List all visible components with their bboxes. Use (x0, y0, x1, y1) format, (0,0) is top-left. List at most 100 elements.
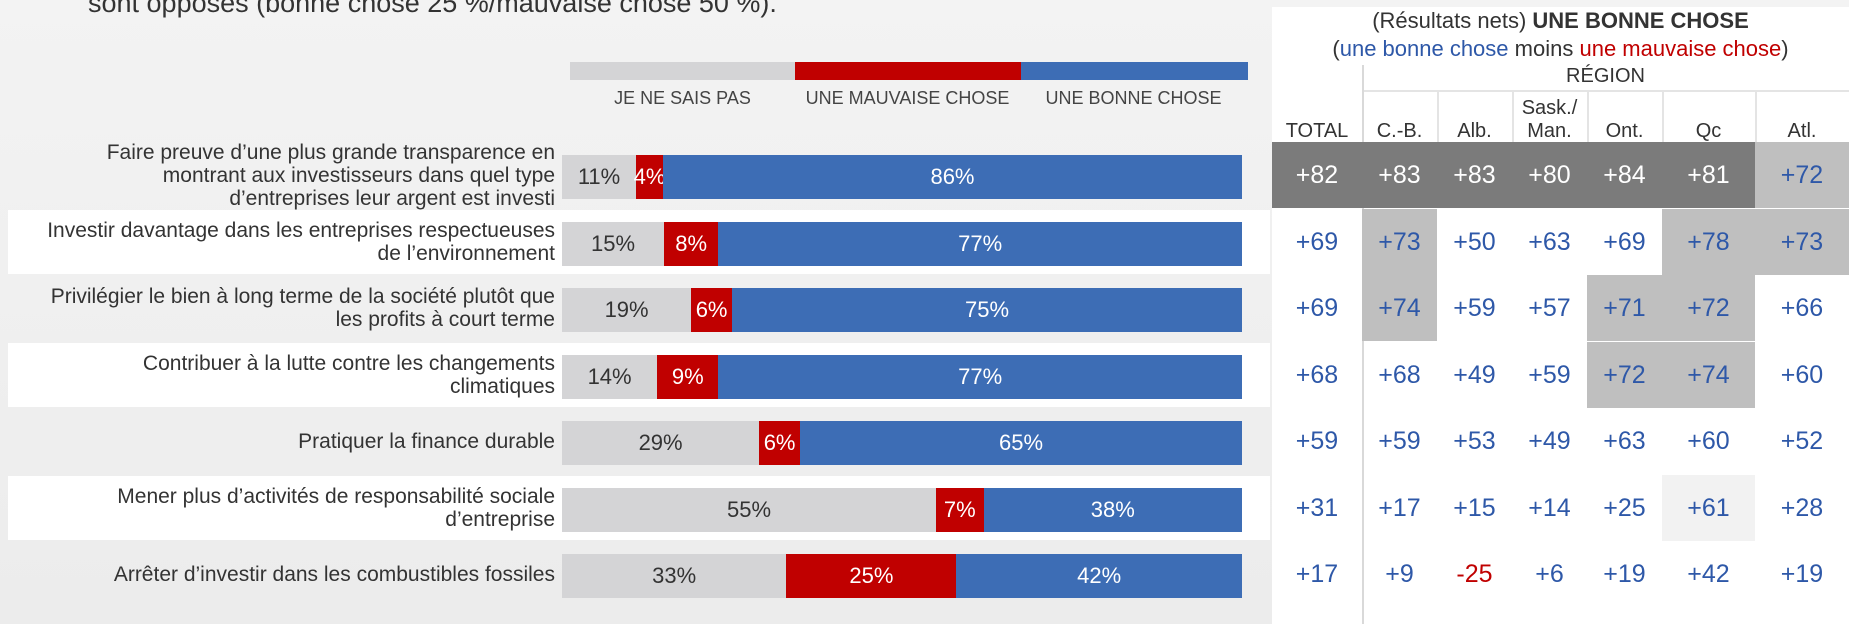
category-label: Contribuer à la lutte contre les changem… (0, 339, 555, 411)
seg-good: 86% (662, 155, 1242, 199)
col-header-region: Qc (1695, 120, 1722, 142)
net-region-cell: +69 (1603, 227, 1646, 256)
seg-good: 65% (800, 421, 1242, 465)
net-region-cell: +74 (1362, 275, 1437, 341)
net-title-prefix: (Résultats nets) (1372, 8, 1527, 33)
data-label: 8% (675, 231, 708, 256)
net-region-cell: +19 (1780, 559, 1824, 588)
data-label: 6% (695, 297, 728, 322)
seg-dont-know: 15% (562, 222, 664, 266)
net-region-cell: +59 (1528, 360, 1571, 389)
net-region-cell: +72 (1662, 275, 1755, 341)
category-label: Pratiquer la finance durable (0, 405, 555, 477)
net-region-cell: +80 (1512, 142, 1587, 208)
data-label: 11% (577, 164, 621, 189)
net-region-cell: +71 (1587, 275, 1662, 341)
seg-good: 42% (956, 554, 1242, 598)
seg-good: 75% (732, 288, 1242, 332)
legend-swatch-dont-know (570, 62, 795, 80)
seg-dont-know: 14% (562, 355, 658, 399)
net-subtitle-bad: une mauvaise chose (1579, 36, 1782, 61)
col-header-region: Atl. (1787, 120, 1817, 142)
data-label: 15% (590, 231, 636, 256)
col-header-region: Ont. (1605, 120, 1644, 142)
col-header-total: TOTAL (1285, 120, 1349, 142)
data-label: 6% (763, 430, 796, 455)
net-region-cell: +60 (1780, 360, 1824, 389)
category-label-line: Pratiquer la finance durable (298, 429, 555, 453)
seg-bad: 9% (657, 355, 719, 399)
stacked-bar: 11% 4% 86% (562, 155, 1242, 199)
category-label-line: montrant aux investisseurs dans quel typ… (162, 163, 555, 187)
legend-swatch-good (1021, 62, 1248, 80)
table-divider (1587, 92, 1589, 147)
net-total-cell: +82 (1272, 142, 1362, 208)
net-region-cell: +17 (1378, 493, 1421, 522)
stacked-bar: 55% 7% 38% (562, 488, 1242, 532)
seg-bad: 6% (759, 421, 800, 465)
net-region-cell: +49 (1528, 426, 1571, 455)
data-label: 14% (587, 364, 632, 389)
data-label: 77% (958, 364, 1003, 389)
net-title-bold: UNE BONNE CHOSE (1532, 8, 1749, 33)
data-label: 65% (998, 430, 1044, 455)
category-label-line: Investir davantage dans les entreprises … (47, 219, 555, 242)
net-region-cell: +63 (1528, 227, 1571, 256)
seg-good: 77% (718, 222, 1242, 266)
seg-dont-know: 19% (562, 288, 692, 332)
stacked-bar: 29% 6% 65% (562, 421, 1242, 465)
net-region-cell: +19 (1603, 559, 1646, 588)
category-label-line: d’entreprise (445, 508, 555, 531)
net-region-cell: +73 (1755, 209, 1849, 275)
data-label: 33% (652, 563, 697, 588)
seg-bad: 4% (633, 155, 666, 199)
legend-label-good: UNE BONNE CHOSE (1045, 88, 1222, 108)
category-label-line: les profits à court terme (335, 308, 555, 331)
legend-swatch-bad (795, 62, 1021, 80)
data-label: 4% (633, 164, 666, 189)
data-label: 19% (604, 297, 649, 322)
net-region-cell: +74 (1662, 342, 1755, 408)
col-header-region: Alb. (1457, 120, 1492, 142)
net-region-cell: +59 (1378, 426, 1421, 455)
chart-subtitle: sont opposés (bonne chose 25 %/mauvaise … (88, 0, 777, 18)
data-label: 55% (726, 497, 772, 522)
region-header: RÉGION (1566, 65, 1645, 87)
seg-bad: 25% (786, 554, 957, 598)
category-label-line: climatiques (449, 375, 555, 398)
data-label: 38% (1090, 497, 1135, 522)
net-region-cell: +28 (1780, 493, 1824, 522)
category-label-line: de l’environnement (377, 242, 555, 265)
seg-dont-know: 29% (562, 421, 760, 465)
net-results-title: (Résultats nets) UNE BONNE CHOSE (une bo… (1272, 7, 1849, 63)
seg-dont-know: 11% (562, 155, 637, 199)
stacked-bar: 19% 6% 75% (562, 288, 1242, 332)
data-label: 75% (964, 297, 1010, 322)
net-region-cell: +68 (1378, 360, 1421, 389)
data-label: 86% (930, 164, 975, 189)
category-label-line: Contribuer à la lutte contre les changem… (142, 352, 555, 375)
seg-good: 38% (983, 488, 1242, 532)
net-subtitle-open: ( (1332, 36, 1340, 61)
data-label: 42% (1077, 563, 1122, 588)
net-subtitle-minus: moins (1508, 36, 1580, 61)
category-label-line: Privilégier le bien à long terme de la s… (50, 285, 555, 308)
net-region-cell: +9 (1385, 559, 1414, 588)
category-label: Investir davantage dans les entreprises … (0, 206, 555, 278)
net-subtitle-good: une bonne chose (1339, 36, 1509, 61)
category-label-line: Mener plus d’activités de responsabilité… (117, 485, 555, 508)
data-label: 9% (671, 364, 704, 389)
net-region-cell: +83 (1362, 142, 1437, 208)
category-label-line: Arrêter d’investir dans les combustibles… (113, 562, 555, 586)
data-label: 25% (849, 563, 894, 588)
net-region-cell: +25 (1603, 493, 1646, 522)
net-region-cell: +83 (1437, 142, 1512, 208)
net-total-cell: +31 (1295, 493, 1339, 522)
stacked-bar: 14% 9% 77% (562, 355, 1242, 399)
net-region-cell: +14 (1528, 493, 1571, 522)
net-region-cell: +15 (1453, 493, 1496, 522)
net-region-cell: +72 (1755, 142, 1849, 208)
region-underline (1362, 90, 1849, 92)
table-divider (1437, 92, 1439, 147)
net-region-cell: +73 (1362, 209, 1437, 275)
